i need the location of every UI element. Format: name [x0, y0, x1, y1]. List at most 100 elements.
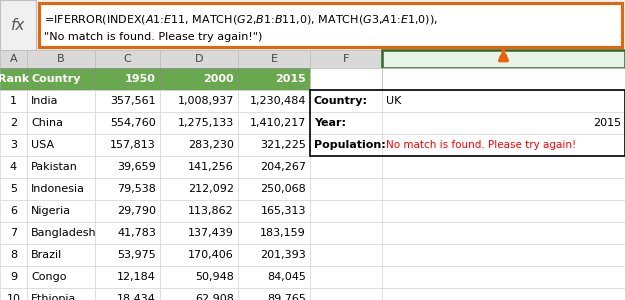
- Text: 2015: 2015: [275, 74, 306, 84]
- Text: C: C: [124, 54, 131, 64]
- Bar: [238, 266, 310, 288]
- Text: 53,975: 53,975: [118, 250, 156, 260]
- Bar: [27, 288, 95, 300]
- Bar: [27, 50, 95, 68]
- Bar: [238, 134, 310, 156]
- Bar: [95, 222, 160, 244]
- Text: 6: 6: [10, 206, 17, 216]
- Bar: [160, 266, 238, 288]
- Bar: [95, 156, 160, 178]
- Bar: [0, 244, 27, 266]
- Bar: [310, 134, 382, 156]
- Text: Year:: Year:: [314, 118, 346, 128]
- Text: A: A: [10, 54, 18, 64]
- Bar: [310, 288, 382, 300]
- Bar: [27, 156, 95, 178]
- Text: 141,256: 141,256: [188, 162, 234, 172]
- Text: 283,230: 283,230: [188, 140, 234, 150]
- Bar: [310, 244, 382, 266]
- Text: Population:: Population:: [314, 140, 386, 150]
- Bar: [382, 244, 625, 266]
- Bar: [160, 178, 238, 200]
- Bar: [160, 244, 238, 266]
- Text: F: F: [342, 54, 349, 64]
- Bar: [238, 90, 310, 112]
- Text: Country: Country: [31, 74, 81, 84]
- Text: 84,045: 84,045: [267, 272, 306, 282]
- Bar: [95, 288, 160, 300]
- Bar: [238, 244, 310, 266]
- Bar: [95, 178, 160, 200]
- Text: B: B: [58, 54, 65, 64]
- Bar: [27, 222, 95, 244]
- Bar: [382, 222, 625, 244]
- Bar: [310, 178, 382, 200]
- Text: No match is found. Please try again!: No match is found. Please try again!: [386, 140, 576, 150]
- Text: 1,275,133: 1,275,133: [177, 118, 234, 128]
- Bar: [382, 178, 625, 200]
- Bar: [160, 68, 238, 90]
- Bar: [27, 178, 95, 200]
- Text: 89,765: 89,765: [267, 294, 306, 300]
- Text: India: India: [31, 96, 59, 106]
- Text: 4: 4: [10, 162, 17, 172]
- Bar: [95, 244, 160, 266]
- Bar: [27, 90, 95, 112]
- Bar: [310, 200, 382, 222]
- Text: 1: 1: [10, 96, 17, 106]
- Bar: [160, 156, 238, 178]
- Text: Rank: Rank: [0, 74, 29, 84]
- Text: fx: fx: [11, 17, 25, 32]
- Text: 3: 3: [10, 140, 17, 150]
- Bar: [310, 112, 382, 134]
- Bar: [27, 266, 95, 288]
- Bar: [382, 134, 625, 156]
- Text: D: D: [195, 54, 203, 64]
- Text: 250,068: 250,068: [260, 184, 306, 194]
- Bar: [382, 200, 625, 222]
- Text: 5: 5: [10, 184, 17, 194]
- Bar: [382, 90, 625, 112]
- Bar: [238, 50, 310, 68]
- Bar: [0, 200, 27, 222]
- Bar: [238, 112, 310, 134]
- Bar: [0, 112, 27, 134]
- Bar: [0, 0, 36, 50]
- Text: 2: 2: [10, 118, 17, 128]
- Bar: [310, 68, 382, 90]
- Bar: [0, 178, 27, 200]
- Text: 18,434: 18,434: [117, 294, 156, 300]
- Text: USA: USA: [31, 140, 54, 150]
- Bar: [95, 200, 160, 222]
- Text: 137,439: 137,439: [188, 228, 234, 238]
- Text: 12,184: 12,184: [117, 272, 156, 282]
- Text: 357,561: 357,561: [111, 96, 156, 106]
- Text: 183,159: 183,159: [260, 228, 306, 238]
- Text: 1,008,937: 1,008,937: [177, 96, 234, 106]
- Bar: [160, 200, 238, 222]
- Text: 39,659: 39,659: [118, 162, 156, 172]
- Bar: [160, 288, 238, 300]
- Bar: [310, 266, 382, 288]
- Bar: [310, 50, 382, 68]
- Bar: [382, 112, 625, 134]
- Text: 170,406: 170,406: [188, 250, 234, 260]
- Bar: [0, 50, 625, 68]
- Text: UK: UK: [386, 96, 401, 106]
- Text: 1950: 1950: [125, 74, 156, 84]
- Bar: [310, 222, 382, 244]
- Bar: [382, 68, 625, 90]
- Bar: [27, 112, 95, 134]
- Text: 201,393: 201,393: [260, 250, 306, 260]
- Text: 165,313: 165,313: [261, 206, 306, 216]
- Text: Indonesia: Indonesia: [31, 184, 85, 194]
- Text: Pakistan: Pakistan: [31, 162, 78, 172]
- Text: 7: 7: [10, 228, 17, 238]
- Text: G: G: [499, 54, 508, 64]
- Bar: [160, 112, 238, 134]
- Bar: [95, 134, 160, 156]
- Text: Bangladesh: Bangladesh: [31, 228, 97, 238]
- Bar: [0, 90, 27, 112]
- Bar: [27, 200, 95, 222]
- Text: E: E: [271, 54, 278, 64]
